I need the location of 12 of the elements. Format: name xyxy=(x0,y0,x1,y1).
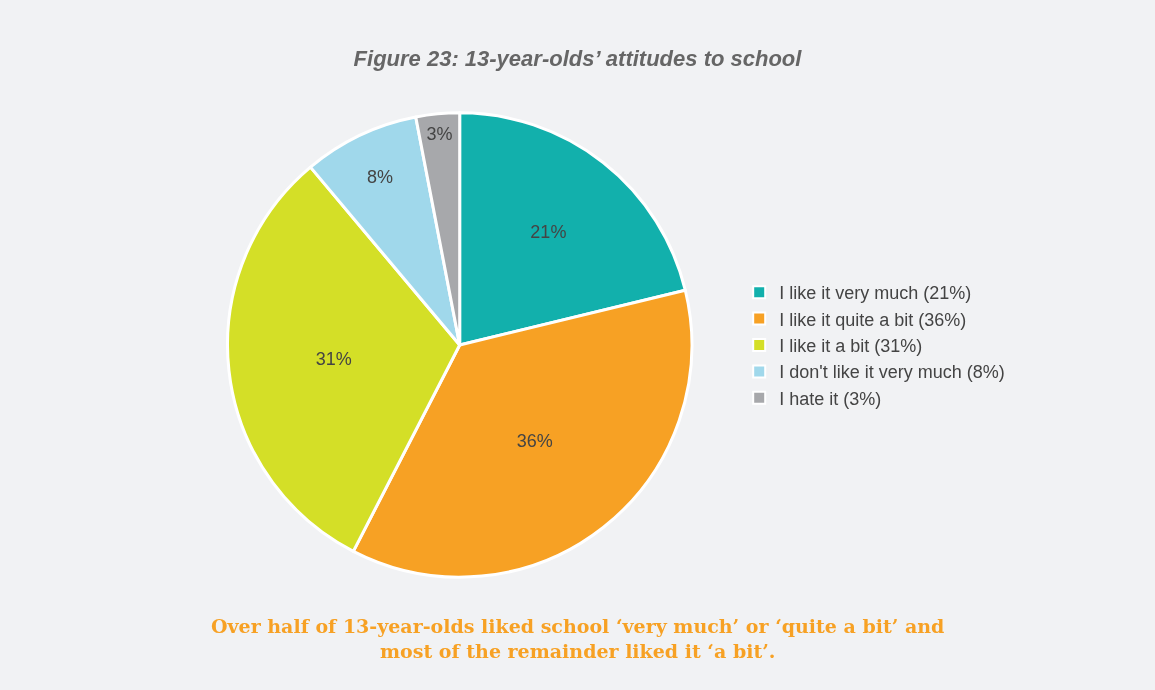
legend-label: I don't like it very much (8%) xyxy=(779,362,1005,383)
data-label: 21% xyxy=(530,222,567,243)
data-label: 8% xyxy=(366,167,393,188)
data-label: 31% xyxy=(315,349,352,370)
legend-label: I like it a bit (31%) xyxy=(779,336,923,357)
data-label: 36% xyxy=(516,430,553,451)
text: Over half of 13-year-olds liked school ‘very much’ or ‘quite a bit’ and most of the remainder liked it ‘a bit’. xyxy=(211,615,945,662)
chart-title: Figure 23: 13-year-olds’ attitudes to school xyxy=(353,45,803,71)
legend-label: I hate it (3%) xyxy=(779,388,882,409)
data-label: 3% xyxy=(426,123,453,144)
legend-label: I like it very much (21%) xyxy=(779,283,972,304)
legend-label: I like it quite a bit (36%) xyxy=(779,309,967,330)
